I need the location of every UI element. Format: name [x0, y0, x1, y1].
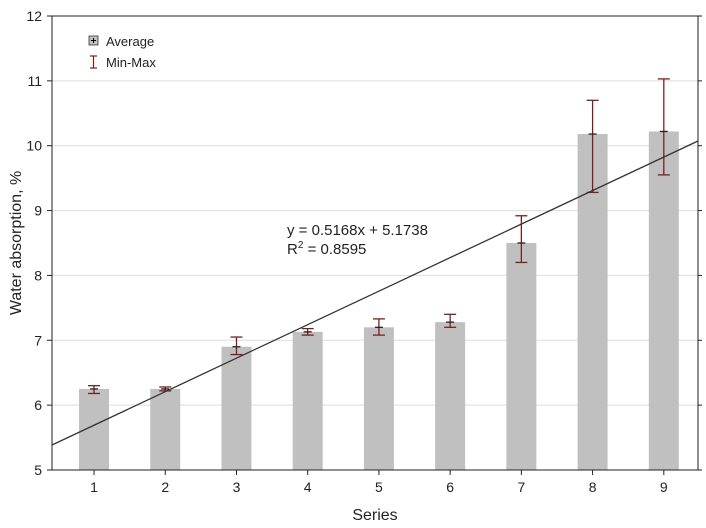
y-tick-label: 8 — [34, 267, 42, 283]
bar — [506, 243, 537, 470]
legend: Average Min-Max — [88, 34, 156, 70]
legend-average-label: Average — [106, 34, 154, 49]
y-tick-label: 10 — [26, 138, 42, 154]
legend-minmax-swatch — [90, 55, 97, 69]
x-tick-label: 8 — [589, 479, 597, 495]
y-tick-label: 9 — [34, 203, 42, 219]
y-axis-label: Water absorption, % — [8, 171, 25, 315]
error-bar — [657, 78, 670, 176]
bar — [292, 331, 323, 470]
x-tick-label: 4 — [304, 479, 312, 495]
y-tick-label: 12 — [26, 8, 42, 24]
bar — [363, 327, 394, 470]
error-bar — [88, 385, 101, 395]
error-bar — [230, 336, 243, 356]
error-bar — [372, 318, 385, 336]
x-tick-label: 7 — [517, 479, 525, 495]
y-tick-label: 6 — [34, 397, 42, 413]
x-tick-label: 5 — [375, 479, 383, 495]
x-axis-label: Series — [352, 507, 397, 524]
bar — [150, 388, 181, 470]
error-bar — [301, 327, 314, 336]
trendline-r2: R2 = 0.8595 — [287, 240, 366, 258]
x-tick-label: 9 — [660, 479, 668, 495]
bar — [221, 346, 252, 470]
trendline — [51, 140, 699, 446]
y-tick-label: 11 — [27, 73, 42, 89]
error-bar — [159, 386, 172, 392]
y-tick-label: 5 — [34, 462, 42, 478]
x-tick-label: 1 — [90, 479, 98, 495]
x-tick-label: 2 — [161, 479, 169, 495]
trendline-equation: y = 0.5168x + 5.1738 — [287, 222, 428, 239]
error-bar — [444, 313, 457, 328]
x-tick-label: 6 — [446, 479, 454, 495]
legend-minmax-label: Min-Max — [106, 55, 156, 70]
plot-frame — [51, 15, 699, 471]
bar — [435, 322, 466, 470]
y-tick-label: 7 — [34, 332, 42, 348]
bar — [648, 131, 679, 470]
x-tick-label: 3 — [233, 479, 241, 495]
